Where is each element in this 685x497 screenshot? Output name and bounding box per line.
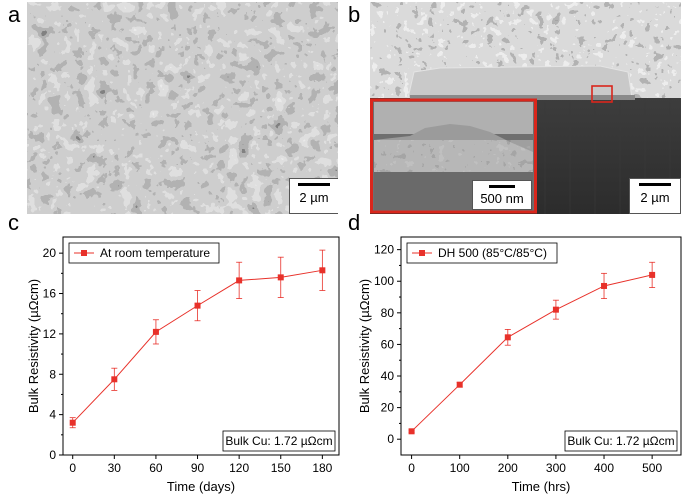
- data-point: [601, 282, 608, 289]
- y-tick-label: 40: [381, 369, 395, 383]
- scale-bar-label-a: 2 µm: [299, 190, 329, 205]
- legend-label: DH 500 (85°C/85°C): [438, 246, 547, 260]
- data-point: [111, 376, 118, 383]
- data-point: [152, 328, 159, 335]
- series-line: [411, 274, 653, 432]
- inset-scale-bar-label: 500 nm: [480, 191, 524, 206]
- x-axis-label: Time (days): [167, 479, 235, 494]
- scale-bar-line-b: [639, 183, 671, 186]
- x-tick-label: 400: [594, 461, 614, 475]
- x-tick-label: 30: [108, 461, 122, 475]
- y-tick-label: 20: [381, 401, 395, 415]
- x-tick-label: 200: [498, 461, 518, 475]
- x-tick-label: 300: [546, 461, 566, 475]
- scale-bar-b: 2 µm: [629, 178, 681, 214]
- data-point: [319, 267, 326, 274]
- protective-cap: [407, 65, 633, 99]
- x-tick-label: 120: [229, 461, 249, 475]
- sem-image-top-view: 2 µm: [27, 2, 338, 214]
- legend-box: [406, 242, 558, 264]
- x-tick-label: 60: [149, 461, 163, 475]
- inset-image: [370, 98, 537, 214]
- y-axis-label: Bulk Resistivity (µΩcm): [26, 279, 41, 413]
- y-axis-label: Bulk Resistivity (µΩcm): [357, 279, 372, 413]
- panel-letter-a: a: [8, 2, 21, 27]
- legend-label: At room temperature: [100, 246, 210, 260]
- inset-scale-bar: 500 nm: [472, 180, 532, 210]
- x-tick-label: 150: [271, 461, 291, 475]
- data-point: [408, 428, 415, 435]
- data-point: [649, 271, 656, 278]
- x-tick-label: 100: [450, 461, 470, 475]
- y-tick-label: 0: [387, 432, 394, 446]
- annotation-text: Bulk Cu: 1.72 µΩcm: [567, 434, 674, 448]
- panel-letter-c: c: [8, 210, 19, 235]
- annotation-box: [564, 430, 678, 452]
- x-tick-label: 180: [312, 461, 332, 475]
- inset-scale-bar-line: [489, 185, 515, 188]
- plot-frame: [62, 236, 340, 456]
- chart-resistivity-hours: 0 100 200 300 400 500 0 20 40 60 80 100 120 Time (hrs…: [357, 236, 682, 494]
- y-tick-label: 8: [49, 367, 56, 381]
- y-tick-label: 16: [43, 287, 57, 301]
- sem-texture-a: [27, 2, 338, 214]
- data-point: [504, 334, 511, 341]
- y-tick-label: 80: [381, 306, 395, 320]
- sem-image-cross-section: 500 nm 2 µm: [370, 2, 681, 214]
- panel-letter-b: b: [348, 2, 361, 27]
- panel-letter-d: d: [348, 210, 361, 235]
- data-point: [552, 306, 559, 313]
- roi-box: [591, 85, 613, 103]
- x-axis-label: Time (hrs): [512, 479, 571, 494]
- y-tick-label: 100: [374, 274, 394, 288]
- scale-bar-line-a: [298, 183, 330, 186]
- annotation-box: [222, 430, 336, 452]
- y-tick-label: 0: [49, 448, 56, 462]
- y-tick-label: 12: [43, 327, 57, 341]
- legend-box: [68, 242, 220, 264]
- legend-marker: [419, 250, 425, 256]
- plot-frame: [400, 236, 682, 456]
- data-point: [236, 277, 243, 284]
- data-point: [277, 274, 284, 281]
- x-tick-label: 0: [69, 461, 76, 475]
- y-tick-label: 4: [49, 408, 56, 422]
- annotation-text: Bulk Cu: 1.72 µΩcm: [225, 434, 332, 448]
- data-point: [194, 302, 201, 309]
- legend-marker: [81, 250, 87, 256]
- y-tick-label: 60: [381, 337, 395, 351]
- y-tick-label: 120: [374, 243, 394, 257]
- scale-bar-label-b: 2 µm: [640, 190, 670, 205]
- y-tick-label: 20: [43, 246, 57, 260]
- x-tick-label: 500: [642, 461, 662, 475]
- data-point: [69, 419, 76, 426]
- x-tick-label: 0: [408, 461, 415, 475]
- x-tick-label: 90: [191, 461, 205, 475]
- scale-bar-a: 2 µm: [289, 178, 338, 214]
- chart-resistivity-days: 0 30 60 90 120 150 180 0 4 8 12 16 20 Time (days) Bulk…: [26, 236, 340, 494]
- data-point: [456, 381, 463, 388]
